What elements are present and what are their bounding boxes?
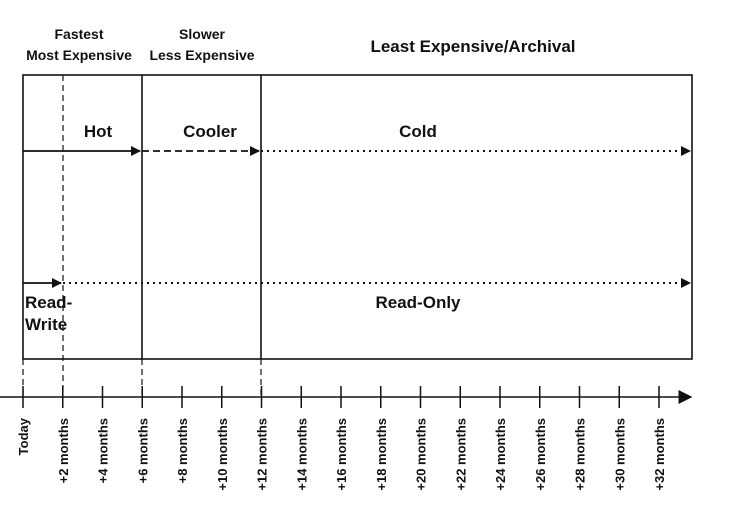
timeline-tick-label: Today — [16, 417, 31, 455]
cooler-label: Cooler — [183, 122, 237, 141]
timeline-tick-label: +12 months — [255, 418, 270, 491]
timeline-tick-label: +30 months — [612, 418, 627, 491]
timeline-tick-label: +14 months — [294, 418, 309, 491]
timeline-tick-label: +18 months — [374, 418, 389, 491]
timeline-tick-label: +4 months — [96, 418, 111, 483]
hot-label: Hot — [84, 122, 113, 141]
timeline-tick-label: +6 months — [135, 418, 150, 483]
timeline-tick-label: +10 months — [215, 418, 230, 491]
timeline-tick-label: +22 months — [453, 418, 468, 491]
read-only-label: Read-Only — [375, 293, 461, 312]
timeline-tick-label: +16 months — [334, 418, 349, 491]
timeline-tick-label: +2 months — [56, 418, 71, 483]
timeline-tick-label: +8 months — [175, 418, 190, 483]
timeline-ticks: Today +2 months +4 months +6 months +8 month… — [16, 386, 667, 491]
read-write-label-line2: Write — [25, 315, 67, 334]
timeline-tick-label: +26 months — [533, 418, 548, 491]
timeline-tick-label: +28 months — [573, 418, 588, 491]
timeline-tick-label: +20 months — [414, 418, 429, 491]
header-least-expensive-archival: Least Expensive/Archival — [370, 37, 575, 56]
header-less-expensive: Less Expensive — [149, 47, 254, 63]
read-write-label-line1: Read- — [25, 293, 72, 312]
cold-label: Cold — [399, 122, 437, 141]
timeline-tick-label: +32 months — [652, 418, 667, 491]
diagram-box — [22, 74, 693, 360]
header-most-expensive: Most Expensive — [26, 47, 132, 63]
header-slower: Slower — [179, 26, 225, 42]
timeline-tick-label: +24 months — [493, 418, 508, 491]
header-fastest: Fastest — [54, 26, 103, 42]
